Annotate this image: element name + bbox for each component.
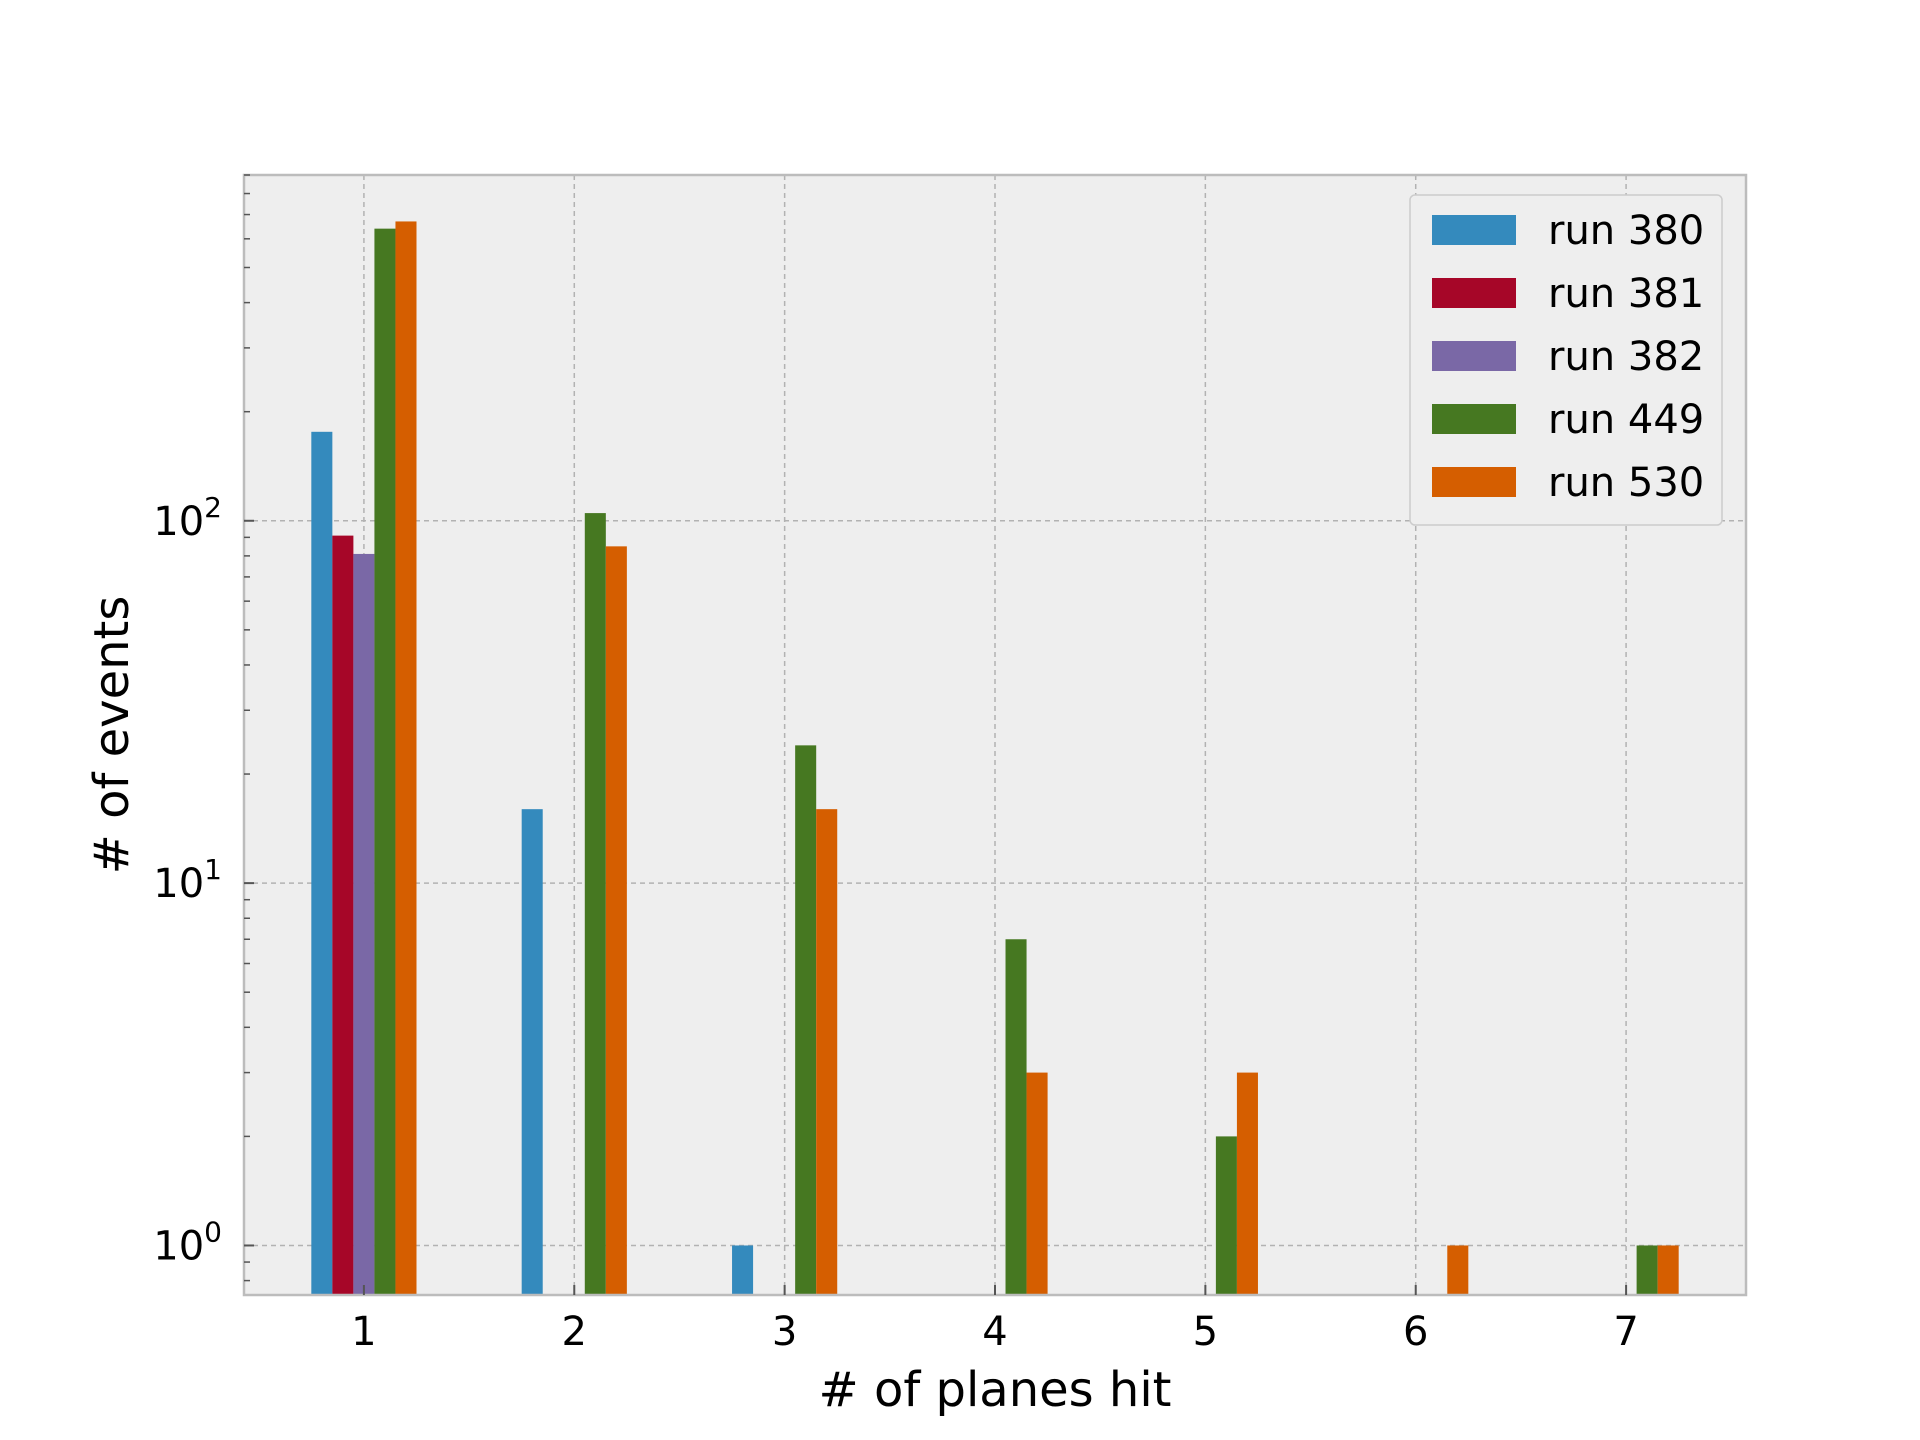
bar-run-382-x1 xyxy=(353,553,375,1295)
x-tick-label: 3 xyxy=(772,1309,797,1355)
bar-run-530-x1 xyxy=(395,221,417,1296)
x-tick-label: 2 xyxy=(562,1309,587,1355)
legend-label: run 382 xyxy=(1548,334,1704,380)
bar-run-380-x1 xyxy=(311,431,333,1296)
x-tick-label: 5 xyxy=(1193,1309,1218,1355)
bar-run-449-x2 xyxy=(584,513,606,1295)
y-tick-label: 100 xyxy=(153,1215,222,1269)
legend-label: run 449 xyxy=(1548,397,1704,443)
bar-run-530-x4 xyxy=(1026,1072,1048,1295)
legend-swatch xyxy=(1432,467,1516,497)
bar-run-530-x2 xyxy=(605,546,627,1295)
legend: run 380 run 381 run 382 run 449 run 530 xyxy=(1409,194,1723,526)
bar-run-380-x3 xyxy=(732,1245,754,1295)
bar-run-381-x1 xyxy=(332,535,354,1295)
bar-run-530-x6 xyxy=(1447,1245,1469,1295)
legend-swatch xyxy=(1432,341,1516,371)
x-tick-label: 1 xyxy=(351,1309,376,1355)
legend-label: run 381 xyxy=(1548,271,1704,317)
bars xyxy=(311,221,1679,1296)
bar-run-380-x2 xyxy=(521,809,543,1295)
x-tick-label: 4 xyxy=(982,1309,1007,1355)
bar-run-530-x5 xyxy=(1236,1072,1258,1295)
legend-swatch xyxy=(1432,404,1516,434)
legend-label: run 380 xyxy=(1548,208,1704,254)
legend-swatch xyxy=(1432,278,1516,308)
y-tick-labels: 100 101 102 xyxy=(153,491,222,1270)
x-tick-labels: 1 2 3 4 5 6 7 xyxy=(351,1309,1639,1355)
bar-run-449-x3 xyxy=(795,745,817,1295)
y-tick-label: 101 xyxy=(153,853,222,907)
y-axis-label: # of events xyxy=(84,596,140,875)
y-tick-label: 102 xyxy=(153,491,222,545)
bar-run-449-x5 xyxy=(1215,1136,1237,1295)
bar-run-449-x7 xyxy=(1636,1245,1658,1295)
x-tick-label: 6 xyxy=(1403,1309,1428,1355)
x-tick-label: 7 xyxy=(1613,1309,1638,1355)
bar-run-449-x1 xyxy=(374,228,396,1295)
x-axis-label: # of planes hit xyxy=(818,1362,1171,1418)
legend-swatch xyxy=(1432,215,1516,245)
axis-ticks xyxy=(244,174,1628,1295)
legend-label: run 530 xyxy=(1548,460,1704,506)
bar-run-530-x3 xyxy=(816,809,838,1295)
bar-run-530-x7 xyxy=(1657,1245,1679,1295)
legend-box xyxy=(1409,194,1723,526)
bar-run-449-x4 xyxy=(1005,939,1027,1295)
